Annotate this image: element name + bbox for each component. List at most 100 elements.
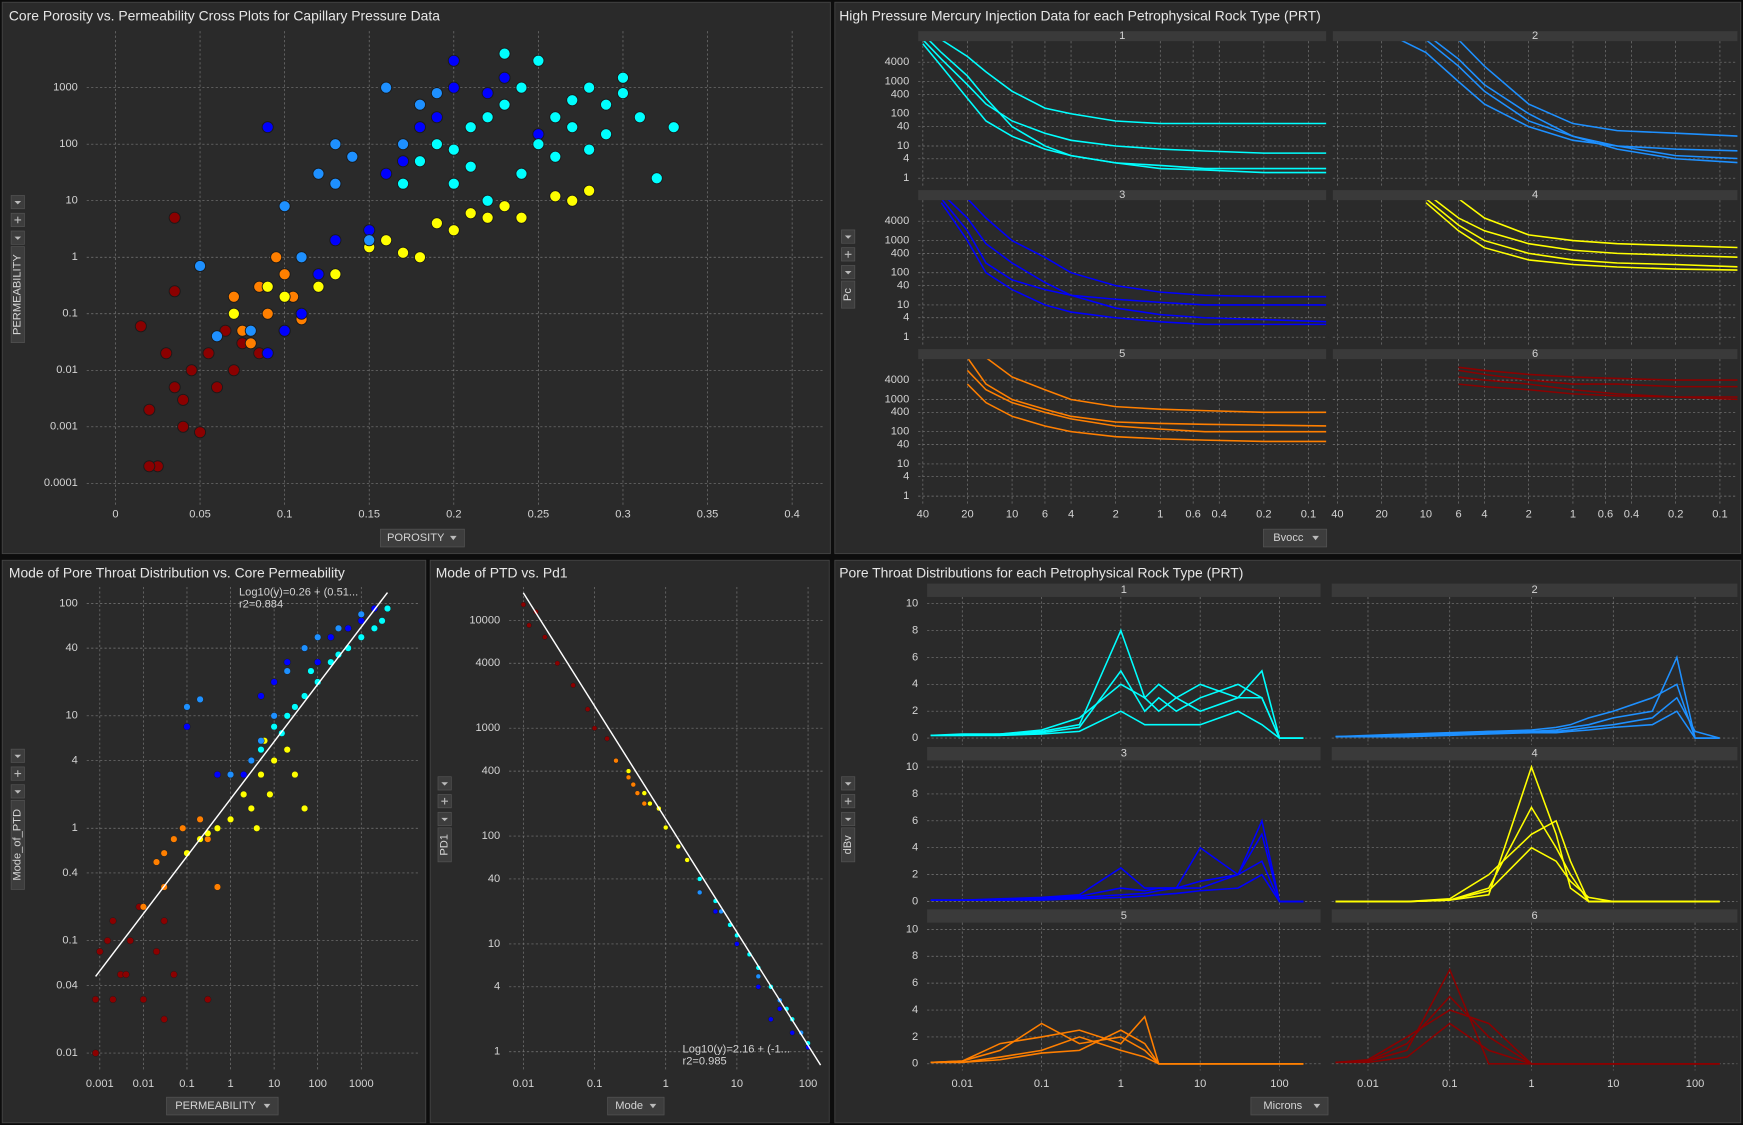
point	[397, 155, 410, 168]
arrow-icon[interactable]	[844, 817, 852, 822]
arrow-icon[interactable]	[441, 782, 448, 786]
panel	[1, 559, 427, 1124]
point	[383, 604, 392, 613]
y-axis-label[interactable]: dBv	[842, 835, 854, 855]
y-axis-selector[interactable]: PERMEABILITY	[10, 195, 25, 343]
panel	[834, 1, 1742, 555]
y-tick-label: 4	[494, 981, 500, 993]
facet-plot	[1335, 655, 1720, 739]
x-axis-button[interactable]	[166, 1096, 279, 1116]
y-axis-label[interactable]: Mode_of_PTD	[12, 809, 24, 881]
x-axis-selector[interactable]: POROSITY	[380, 528, 465, 548]
curve	[947, 200, 1327, 323]
y-axis-selector[interactable]: dBv	[841, 776, 856, 863]
arrow-icon[interactable]	[844, 235, 852, 239]
y-axis-button[interactable]	[10, 246, 25, 343]
curve	[1335, 1022, 1720, 1065]
x-axis-button[interactable]	[380, 528, 465, 548]
facet-label: 6	[1532, 348, 1538, 360]
dropdown-arrow[interactable]	[1312, 535, 1319, 541]
y-tick-label: 6	[912, 651, 918, 663]
y-axis-selector[interactable]: Mode_of_PTD	[10, 748, 25, 890]
y-axis-button[interactable]	[841, 827, 856, 863]
arrow-icon[interactable]	[441, 817, 448, 822]
arrow-icon[interactable]	[14, 790, 22, 794]
y-tick-label: 100	[482, 830, 501, 842]
y-axis-button[interactable]	[437, 827, 452, 863]
y-tick-label: 40	[897, 438, 909, 450]
y-tick-label: 40	[897, 121, 909, 133]
x-axis-label[interactable]: Microns	[1263, 1100, 1302, 1112]
point	[380, 167, 393, 180]
dropdown-arrow[interactable]	[263, 1103, 271, 1109]
point	[283, 658, 291, 666]
arrow-icon[interactable]	[14, 201, 22, 205]
arrow-icon[interactable]	[844, 271, 852, 275]
y-tick-label: 1	[903, 331, 909, 343]
point	[697, 876, 703, 882]
plus-icon[interactable]	[844, 251, 852, 258]
point	[684, 857, 690, 863]
x-axis-button[interactable]	[607, 1096, 665, 1116]
point	[134, 320, 147, 333]
dropdown-arrow[interactable]	[449, 535, 457, 541]
x-tick-label: 20	[961, 509, 973, 521]
dropdown-arrow[interactable]	[649, 1103, 657, 1109]
point	[697, 889, 703, 896]
plus-icon[interactable]	[844, 797, 852, 805]
point	[663, 824, 669, 831]
y-axis-label[interactable]: PERMEABILITY	[12, 254, 24, 335]
x-axis-label[interactable]: Bvocc	[1273, 532, 1304, 544]
y-tick-label: 1000	[885, 393, 910, 405]
arrow-icon[interactable]	[844, 782, 852, 786]
x-axis-selector[interactable]: Microns	[1250, 1096, 1329, 1116]
point	[634, 790, 641, 796]
y-tick-label: 400	[891, 247, 910, 259]
x-tick-label: 0.15	[358, 509, 380, 521]
x-axis-selector[interactable]: PERMEABILITY	[166, 1096, 279, 1116]
point	[257, 692, 265, 700]
y-tick-label: 4000	[476, 657, 501, 669]
x-axis-selector[interactable]: Mode	[607, 1096, 665, 1116]
point	[295, 251, 308, 264]
y-axis-button[interactable]	[10, 799, 25, 890]
x-axis-button[interactable]	[1250, 1096, 1329, 1116]
plus-icon[interactable]	[441, 797, 448, 805]
point	[329, 268, 342, 281]
x-tick-label: 40	[1331, 509, 1343, 521]
arrow-icon[interactable]	[14, 236, 22, 240]
y-tick-label: 10	[897, 458, 909, 470]
x-axis-label[interactable]: POROSITY	[387, 532, 445, 544]
point	[204, 995, 212, 1004]
y-axis-button[interactable]	[841, 280, 856, 309]
facet-label: 5	[1121, 910, 1127, 922]
point	[291, 771, 299, 779]
y-axis-label[interactable]: Pc	[842, 288, 854, 301]
point	[616, 71, 629, 84]
x-axis-selector[interactable]: Bvocc	[1263, 528, 1328, 548]
arrow-icon[interactable]	[14, 754, 22, 759]
plus-icon[interactable]	[14, 216, 22, 224]
point	[498, 98, 511, 111]
y-axis-selector[interactable]: PD1	[437, 776, 452, 863]
point	[227, 307, 240, 320]
point	[430, 111, 443, 124]
y-tick-label: 10	[488, 938, 500, 950]
x-axis-label[interactable]: Mode	[615, 1100, 643, 1112]
x-tick-label: 1	[1157, 509, 1163, 521]
plus-icon[interactable]	[14, 770, 22, 777]
y-tick-label: 0	[912, 895, 918, 907]
x-tick-label: 0.4	[784, 509, 799, 521]
y-axis-label[interactable]: PD1	[439, 834, 451, 856]
x-tick-label: 2	[1113, 509, 1119, 521]
x-tick-label: 6	[1042, 509, 1048, 521]
point	[196, 815, 204, 823]
x-axis-label[interactable]: PERMEABILITY	[175, 1100, 256, 1112]
x-axis-button[interactable]	[1263, 528, 1328, 548]
dropdown-arrow[interactable]	[1313, 1103, 1321, 1109]
y-axis-selector[interactable]: Pc	[841, 229, 856, 309]
curve	[930, 1029, 1304, 1065]
y-tick-label: 10	[65, 710, 77, 722]
facet-plot	[1335, 764, 1720, 903]
point	[675, 843, 681, 850]
